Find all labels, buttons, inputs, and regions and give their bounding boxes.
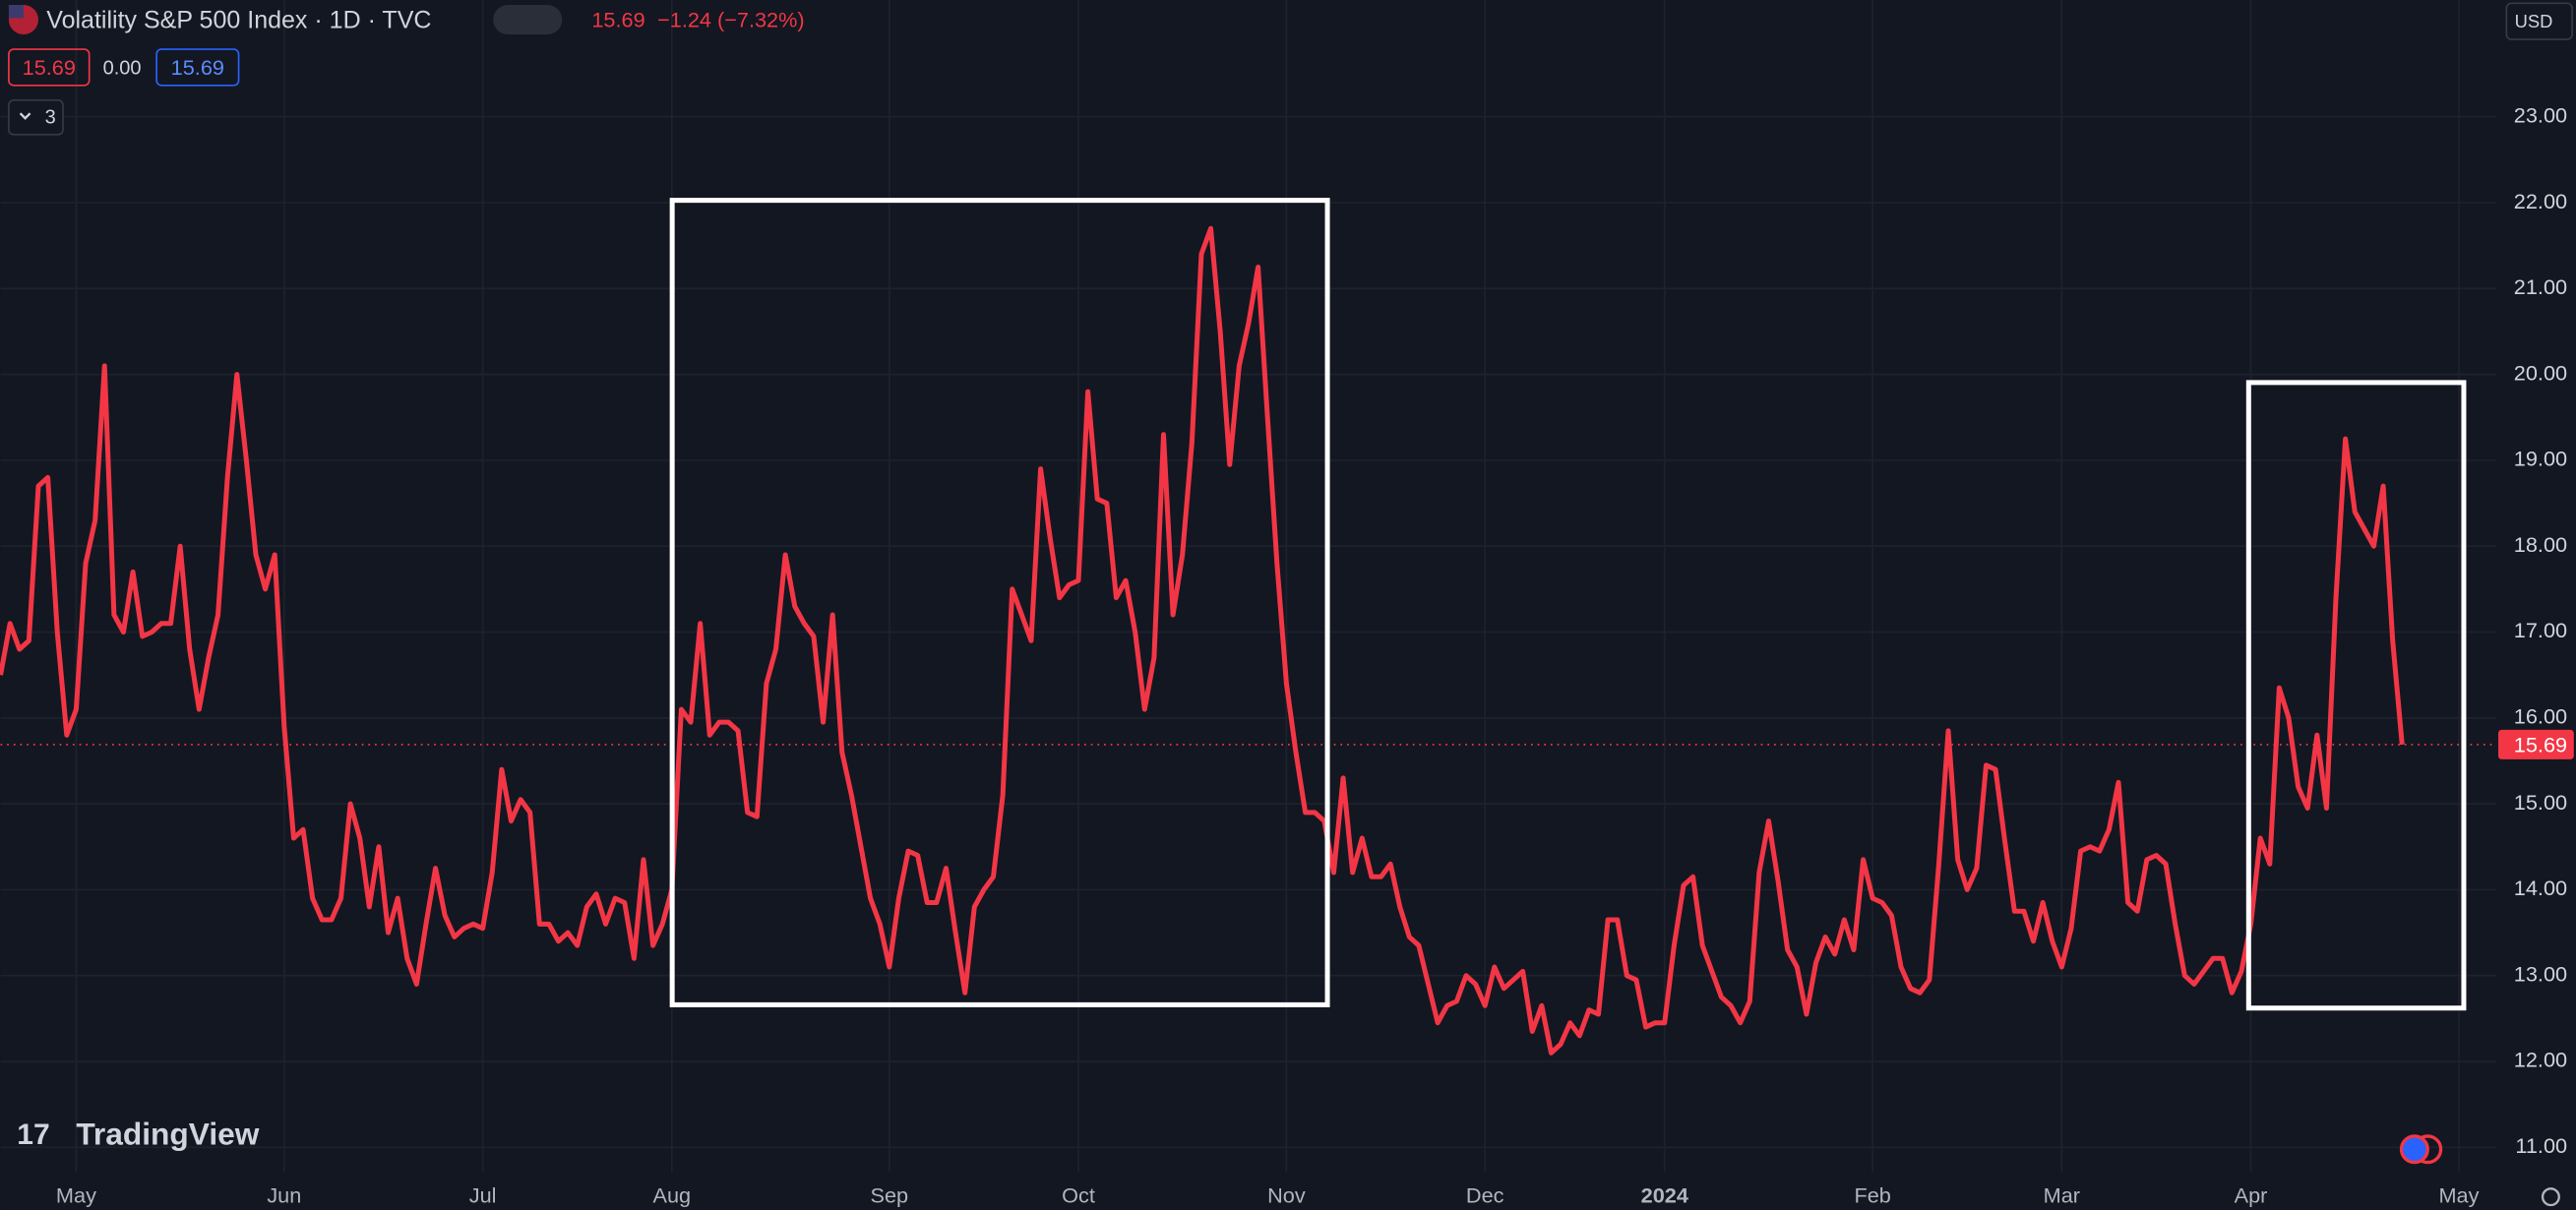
spread: 0.00 (103, 57, 142, 79)
y-tick-label: 11.00 (2515, 1133, 2567, 1158)
indicator-count: 3 (45, 106, 56, 128)
bid: 15.69 (23, 55, 76, 80)
y-tick-label: 14.00 (2514, 876, 2567, 900)
price-line (0, 225, 2405, 1056)
currency-box[interactable] (2505, 2, 2573, 40)
ask: 15.69 (171, 55, 224, 80)
toggle[interactable] (493, 5, 563, 35)
flag-canton (8, 5, 24, 19)
x-tick-label: Nov (1267, 1182, 1306, 1207)
y-tick-label: 12.00 (2514, 1048, 2567, 1072)
brand-mark: 17 (17, 1119, 49, 1151)
x-tick-label: Oct (1062, 1182, 1095, 1207)
y-tick-label: 15.00 (2514, 790, 2567, 815)
price-change: −1.24 (−7.32%) (657, 7, 805, 31)
marks (0, 225, 2497, 1056)
y-tick-label: 19.00 (2514, 447, 2567, 471)
x-tick-label: Mar (2044, 1182, 2080, 1207)
price-label-box (2498, 729, 2574, 759)
y-tick-label: 22.00 (2514, 189, 2567, 213)
x-tick-label: Aug (653, 1182, 692, 1207)
x-tick-label: May (2438, 1182, 2479, 1207)
x-tick-label: Feb (1854, 1182, 1890, 1207)
last-price: 15.69 (591, 7, 644, 31)
axes: 11.00 12.00 13.00 14.00 15.00 16.00 17.00 18.00… (56, 102, 2574, 1207)
x-tick-label: Jun (267, 1182, 301, 1207)
symbol-title: Volatility S&P 500 Index · 1D · TVC (46, 6, 431, 33)
x-tick-label: May (56, 1182, 96, 1207)
x-tick-label: 2024 (1641, 1182, 1688, 1207)
price-label: 15.69 (2514, 732, 2567, 756)
settings-icon[interactable] (2541, 1187, 2560, 1207)
y-tick-label: 13.00 (2514, 961, 2567, 986)
x-tick-label: Apr (2235, 1182, 2268, 1207)
y-tick-label: 16.00 (2514, 704, 2567, 729)
y-tick-label: 18.00 (2514, 532, 2567, 557)
bid-box[interactable] (8, 48, 91, 87)
y-tick-label: 23.00 (2514, 102, 2567, 127)
currency: USD (2515, 11, 2553, 31)
chevron (19, 112, 31, 120)
events-icon[interactable] (2399, 1134, 2429, 1165)
brand: TradingView (76, 1116, 259, 1151)
y-tick-label: 20.00 (2514, 360, 2567, 385)
x-tick-label: Jul (469, 1182, 497, 1207)
x-tick-label: Sep (871, 1182, 909, 1207)
highlight-box (2245, 380, 2467, 1011)
y-tick-label: 17.00 (2514, 618, 2567, 642)
indicator-toggle[interactable] (8, 98, 64, 136)
y-tick-label: 21.00 (2514, 274, 2567, 299)
ask-box[interactable] (155, 48, 240, 87)
highlight-box (669, 198, 1330, 1007)
x-tick-label: Dec (1466, 1182, 1504, 1207)
